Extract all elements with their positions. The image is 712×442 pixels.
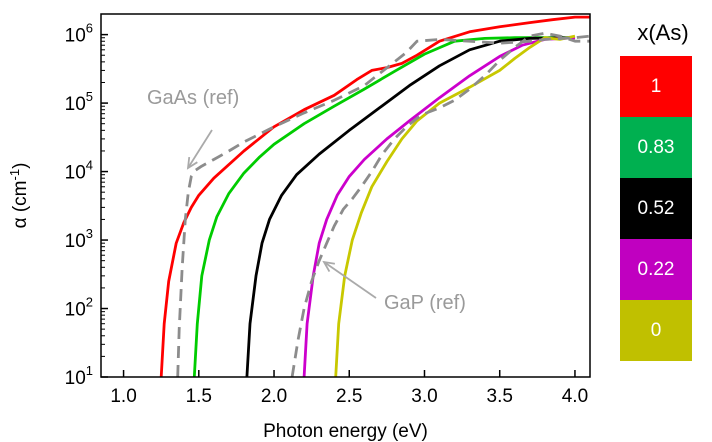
y-tick-label: 101 [65,363,93,389]
y-tick-label: 102 [65,295,93,321]
series-layer [159,15,590,377]
y-axis-title-main: α (cm [10,180,31,228]
ticks-layer: 1.0 1.5 2.0 2.5 3.0 3.5 4.0 101 102 103 104 105 106 [65,13,588,407]
series-line-gap-ref [290,31,590,377]
legend-swatch: 0.83 [620,117,692,178]
y-axis-title-close: ) [10,163,31,169]
x-tick-label: 4.0 [562,386,588,407]
x-tick-label: 1.0 [110,386,136,407]
legend-items: 1 0.83 0.52 0.22 0 [620,56,706,361]
annotation-label: GaAs (ref) [147,87,239,109]
annotation-label: GaP (ref) [384,292,466,314]
series-line-0-22 [302,36,576,377]
series-line-1 [159,15,590,377]
y-tick-label: 106 [65,21,93,47]
annotation-arrow-line [187,129,213,169]
legend-swatch: 0 [620,300,692,361]
legend-swatch: 0.22 [620,239,692,300]
y-tick-label: 103 [65,226,93,252]
y-axis-title: α (cm-1) [7,163,31,229]
x-tick-label: 3.5 [487,386,513,407]
legend-swatch: 1 [620,56,692,117]
x-tick-label: 1.5 [186,386,212,407]
legend: x(As) 1 0.83 0.52 0.22 0 [620,18,706,361]
series-line-0-83 [192,36,575,377]
annotation-arrow-line [323,261,377,299]
legend-title: x(As) [637,20,689,45]
series-line-0 [334,34,576,377]
y-tick-label: 105 [65,89,93,115]
x-axis-title: Photon energy (eV) [263,421,428,442]
legend-swatch: 0.52 [620,178,692,239]
y-axis-title-exponent: -1 [7,169,22,181]
x-tick-label: 2.5 [336,386,362,407]
annotation-layer: GaAs (ref) GaP (ref) [147,87,466,314]
x-tick-label: 2.0 [261,386,287,407]
plot-frame [100,13,591,378]
x-tick-label: 3.0 [411,386,437,407]
series-line-gaas-ref [176,34,590,377]
annotation-arrow-head [322,260,336,273]
series-line-0-52 [245,36,576,377]
annotation-arrow-head [186,156,198,170]
y-tick-label: 104 [65,158,93,184]
